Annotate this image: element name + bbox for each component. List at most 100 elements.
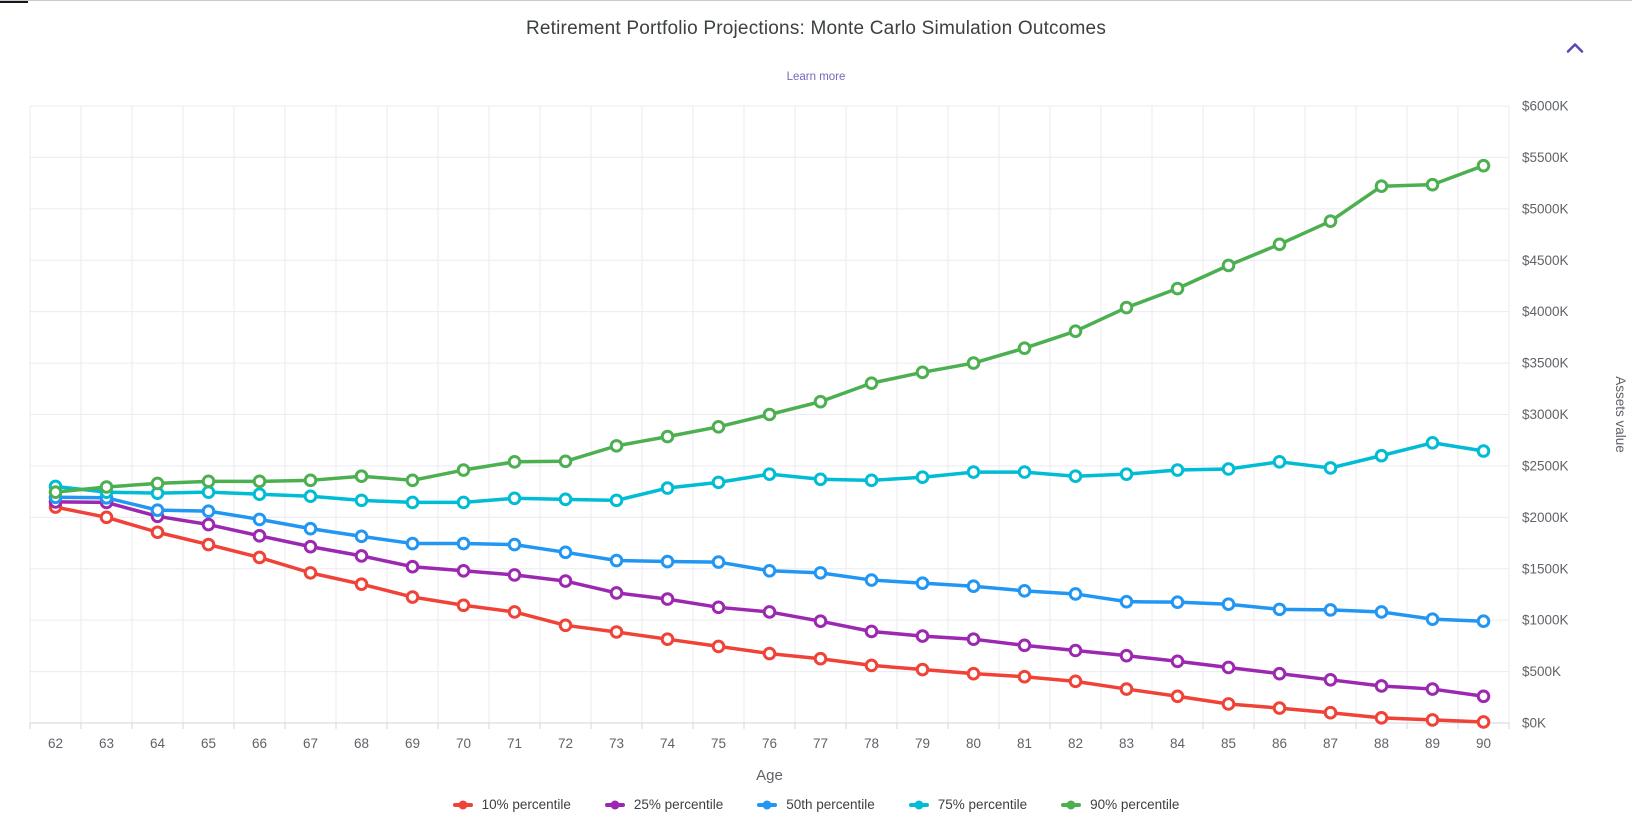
data-point[interactable] (813, 472, 828, 487)
data-point[interactable] (1272, 455, 1287, 469)
data-point[interactable] (1017, 669, 1032, 684)
data-point[interactable] (507, 537, 522, 552)
data-point[interactable] (1068, 674, 1083, 689)
data-point[interactable] (1017, 584, 1032, 598)
data-point[interactable] (1425, 612, 1440, 626)
data-point[interactable] (405, 473, 420, 488)
data-point[interactable] (1323, 461, 1338, 475)
data-point[interactable] (303, 521, 318, 536)
data-point[interactable] (966, 666, 981, 681)
data-point[interactable] (354, 529, 369, 544)
data-point[interactable] (1068, 324, 1083, 339)
data-point[interactable] (303, 473, 318, 488)
data-point[interactable] (558, 545, 573, 560)
data-point[interactable] (354, 493, 369, 508)
data-point[interactable] (201, 517, 216, 532)
data-point[interactable] (1170, 281, 1185, 296)
data-point[interactable] (1476, 158, 1491, 173)
data-point[interactable] (456, 564, 471, 578)
data-point[interactable] (1476, 689, 1491, 704)
data-point[interactable] (660, 592, 675, 606)
data-point[interactable] (201, 504, 216, 518)
data-point[interactable] (1221, 258, 1236, 273)
data-point[interactable] (405, 536, 420, 551)
legend-item-10-percentile[interactable]: 10% percentile (452, 797, 571, 812)
data-point[interactable] (609, 553, 624, 568)
data-point[interactable] (915, 365, 930, 380)
series-90-percentile[interactable] (48, 158, 1491, 499)
data-point[interactable] (1170, 595, 1185, 609)
data-point[interactable] (354, 469, 369, 484)
data-point[interactable] (1476, 715, 1491, 729)
data-point[interactable] (813, 566, 828, 580)
data-point[interactable] (660, 554, 675, 569)
data-point[interactable] (303, 566, 318, 580)
data-point[interactable] (1017, 341, 1032, 355)
data-point[interactable] (507, 491, 522, 506)
data-point[interactable] (1221, 462, 1236, 476)
data-point[interactable] (1476, 444, 1491, 458)
data-point[interactable] (1374, 179, 1389, 194)
data-point[interactable] (915, 629, 930, 643)
data-point[interactable] (609, 439, 624, 453)
data-point[interactable] (1068, 587, 1083, 601)
data-point[interactable] (1170, 463, 1185, 477)
data-point[interactable] (456, 598, 471, 613)
data-point[interactable] (1476, 614, 1491, 628)
legend-item-90-percentile[interactable]: 90% percentile (1061, 797, 1179, 812)
data-point[interactable] (456, 463, 471, 477)
data-point[interactable] (252, 550, 267, 565)
data-point[interactable] (609, 625, 624, 639)
data-point[interactable] (915, 576, 930, 590)
data-point[interactable] (1374, 448, 1389, 463)
data-point[interactable] (1374, 711, 1389, 725)
data-point[interactable] (150, 476, 165, 491)
data-point[interactable] (201, 485, 216, 499)
data-point[interactable] (813, 614, 828, 628)
data-point[interactable] (762, 564, 777, 578)
data-point[interactable] (1425, 177, 1440, 192)
series-75-percentile[interactable] (48, 435, 1491, 510)
data-point[interactable] (813, 651, 828, 666)
learn-more-link[interactable]: Learn more (786, 71, 846, 83)
legend-item-25-percentile[interactable]: 25% percentile (604, 797, 723, 812)
data-point[interactable] (558, 618, 573, 633)
data-point[interactable] (966, 632, 981, 646)
legend-item-75-percentile[interactable]: 75% percentile (908, 797, 1027, 812)
data-point[interactable] (558, 454, 573, 469)
data-point[interactable] (150, 503, 165, 517)
data-point[interactable] (252, 474, 267, 489)
data-point[interactable] (354, 577, 369, 591)
data-point[interactable] (252, 487, 267, 501)
data-point[interactable] (507, 568, 522, 582)
data-point[interactable] (1221, 597, 1236, 612)
data-point[interactable] (354, 549, 369, 563)
data-point[interactable] (1119, 300, 1134, 315)
data-point[interactable] (1323, 705, 1338, 720)
data-point[interactable] (864, 473, 879, 488)
data-point[interactable] (711, 555, 726, 569)
data-point[interactable] (201, 537, 216, 552)
data-point[interactable] (456, 536, 471, 551)
data-point[interactable] (456, 495, 471, 510)
data-point[interactable] (762, 646, 777, 661)
data-point[interactable] (1425, 435, 1440, 450)
data-point[interactable] (1170, 654, 1185, 669)
data-point[interactable] (405, 495, 420, 510)
data-point[interactable] (1272, 237, 1287, 252)
data-point[interactable] (1119, 594, 1134, 609)
data-point[interactable] (915, 470, 930, 485)
data-point[interactable] (1221, 660, 1236, 675)
data-point[interactable] (1068, 469, 1083, 484)
data-point[interactable] (1323, 673, 1338, 687)
data-point[interactable] (99, 510, 114, 525)
data-point[interactable] (1374, 679, 1389, 693)
data-point[interactable] (1119, 682, 1134, 696)
data-point[interactable] (660, 429, 675, 444)
data-point[interactable] (1425, 713, 1440, 727)
data-point[interactable] (1068, 643, 1083, 658)
data-point[interactable] (609, 586, 624, 600)
data-point[interactable] (150, 525, 165, 540)
data-point[interactable] (660, 632, 675, 646)
data-point[interactable] (1323, 214, 1338, 228)
